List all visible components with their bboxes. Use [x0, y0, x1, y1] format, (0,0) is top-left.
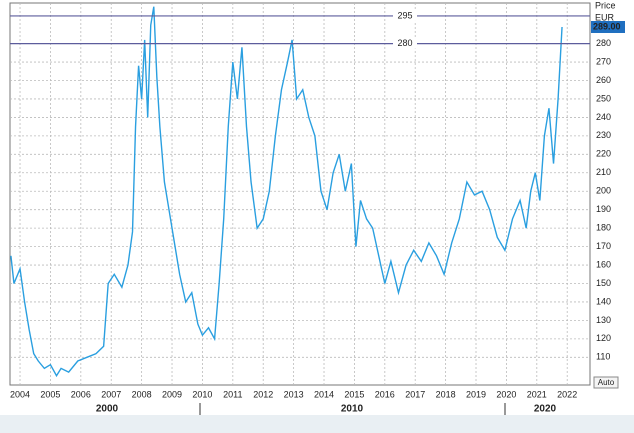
- x-tick-label: 2015: [344, 389, 364, 399]
- x-tick-label: 2016: [375, 389, 395, 399]
- x-tick-label: 2012: [253, 389, 273, 399]
- x-tick-label: 2013: [284, 389, 304, 399]
- y-tick-label: 110: [596, 352, 610, 362]
- x-tick-label: 2004: [10, 389, 30, 399]
- unit-label: EUR: [595, 12, 615, 22]
- x-tick-label: 2007: [101, 389, 121, 399]
- x-tick-label: 2010: [192, 389, 212, 399]
- y-tick-label: 250: [596, 93, 611, 103]
- y-tick-label: 140: [596, 296, 611, 306]
- y-tick-label: 190: [596, 204, 611, 214]
- y-tick-label: 210: [596, 167, 611, 177]
- decade-label: 2020: [534, 404, 557, 415]
- y-tick-label: 240: [596, 112, 611, 122]
- x-tick-label: 2005: [40, 389, 60, 399]
- y-tick-label: 160: [596, 259, 611, 269]
- auto-button-label: Auto: [598, 378, 615, 387]
- x-tick-label: 2017: [405, 389, 425, 399]
- x-tick-label: 2008: [132, 389, 152, 399]
- x-tick-label: 2020: [496, 389, 516, 399]
- y-tick-label: 200: [596, 186, 611, 196]
- x-tick-label: 2009: [162, 389, 182, 399]
- x-tick-label: 2019: [466, 389, 486, 399]
- y-tick-label: 120: [596, 333, 611, 343]
- x-tick-label: 2006: [71, 389, 91, 399]
- y-tick-label: 220: [596, 149, 611, 159]
- y-tick-label: 230: [596, 130, 611, 140]
- x-tick-label: 2018: [436, 389, 456, 399]
- y-tick-label: 180: [596, 223, 611, 233]
- y-tick-label: 130: [596, 315, 611, 325]
- last-value-badge: [591, 20, 625, 33]
- reference-label-bg: [393, 10, 417, 21]
- reference-label: 280: [397, 38, 412, 48]
- auto-button: [593, 376, 619, 389]
- y-tick-label: 150: [596, 278, 611, 288]
- plot-frame: [9, 2, 591, 386]
- price-line: [10, 6, 563, 378]
- decade-label: 2010: [341, 404, 364, 415]
- x-tick-label: 2011: [223, 389, 242, 399]
- y-tick-label: 260: [596, 75, 611, 85]
- reference-label-bg: [393, 38, 417, 49]
- decade-label: 2000: [96, 404, 119, 415]
- reference-label: 295: [397, 10, 412, 20]
- y-axis-title: Price: [595, 0, 616, 10]
- y-tick-label: 170: [596, 241, 611, 251]
- last-value-label: 289.00: [593, 21, 621, 31]
- y-tick-label: 270: [596, 56, 611, 66]
- y-tick-label: 280: [596, 38, 611, 48]
- x-tick-label: 2022: [557, 389, 577, 399]
- x-tick-label: 2021: [527, 389, 547, 399]
- x-tick-label: 2014: [314, 389, 334, 399]
